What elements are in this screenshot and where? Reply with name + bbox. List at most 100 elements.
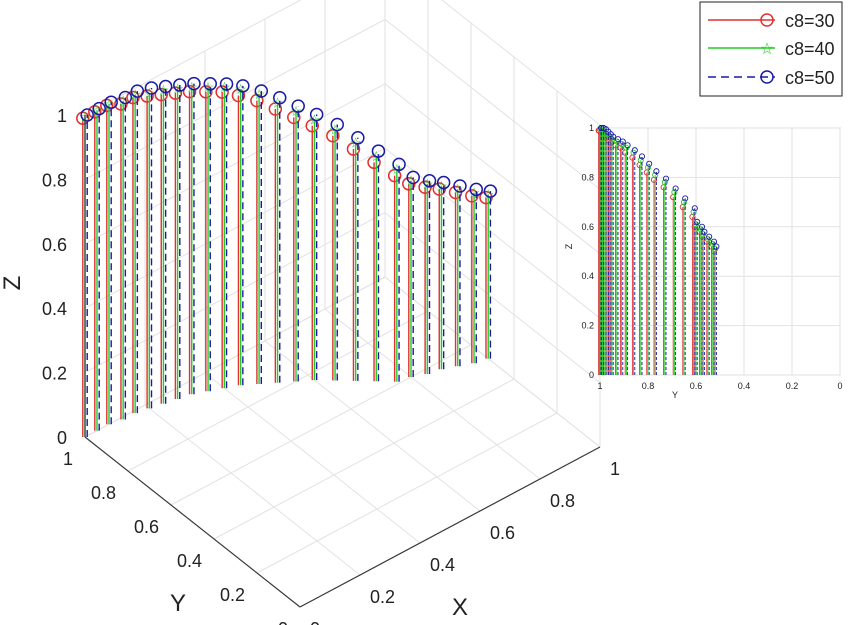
x-tick-label: 0.8 <box>550 491 575 511</box>
grid-back-z-1 <box>84 212 386 374</box>
inset-marker <box>706 233 713 240</box>
marker-star: ☆ <box>253 86 266 102</box>
marker-star: ☆ <box>202 79 215 95</box>
inset-y-tick-label: 0.6 <box>581 222 594 232</box>
legend-marker-c8-30 <box>760 13 774 27</box>
grid-floor-x-5 <box>384 276 601 448</box>
marker-circle <box>158 79 173 94</box>
marker-circle <box>130 84 145 98</box>
inset-marker <box>662 175 670 182</box>
inset-frame <box>599 127 841 376</box>
z-tick-label: 0.8 <box>42 170 67 190</box>
marker-circle <box>351 131 365 145</box>
marker-circle <box>387 168 402 183</box>
inset-series-c8=50 <box>598 124 720 375</box>
inset-marker <box>637 157 644 164</box>
y-axis-label: Y <box>170 590 186 617</box>
marker-star: ☆ <box>157 82 170 98</box>
inset-marker <box>682 195 689 202</box>
grid-side-z-5 <box>441 0 601 126</box>
y-tick-label: 1 <box>63 449 73 469</box>
x-tick-label: 0.2 <box>370 587 395 607</box>
inset-x-tick-label: 0.2 <box>786 381 799 391</box>
marker-circle <box>118 90 133 105</box>
z-axis-label: Z <box>0 276 26 291</box>
inset-marker <box>672 185 679 192</box>
y-tick-label: 0 <box>278 619 288 625</box>
marker-circle <box>215 85 229 99</box>
grid-back-z-5 <box>84 0 302 116</box>
grid-side-z-3 <box>384 83 601 255</box>
series-c8=40: ☆ ☆ ☆ ☆ ☆ ☆ ☆ ☆ ☆ ☆ ☆ ☆ ☆☆☆☆☆☆☆☆☆ ☆ ☆ ☆ ☆ ☆ <box>79 79 495 437</box>
marker-circle <box>367 155 381 170</box>
marker-circle <box>254 84 269 98</box>
inset-marker <box>710 238 718 245</box>
y-tick-label: 0.4 <box>177 551 202 571</box>
y-tick-label: 0.2 <box>220 585 245 605</box>
marker-circle <box>173 78 187 92</box>
marker-circle <box>469 182 483 197</box>
x-tick-label: 0.6 <box>490 523 515 543</box>
x-tick-label: 0.4 <box>430 555 455 575</box>
marker-circle <box>371 144 386 158</box>
marker-circle <box>453 179 467 193</box>
grid-floor-x-1 <box>144 404 361 576</box>
marker-circle <box>273 90 287 105</box>
inset-x-tick-label: 0.6 <box>690 381 703 391</box>
marker-star: ☆ <box>171 80 184 96</box>
inset-x-tick-label: 0 <box>837 381 842 391</box>
inset-marker <box>614 136 622 143</box>
marker-star: ☆ <box>468 185 481 201</box>
inset-x-tick-label: 0.8 <box>642 381 655 391</box>
inset-marker <box>638 153 646 160</box>
z-tick-label: 0 <box>57 428 67 448</box>
grid-floor-y-2 <box>213 378 515 540</box>
grid-floor-x-2 <box>204 372 421 544</box>
marker-star: ☆ <box>451 181 464 197</box>
marker-circle <box>203 77 217 91</box>
marker-circle <box>144 81 159 95</box>
z-tick-label: 0.2 <box>42 364 67 384</box>
marker-circle <box>104 95 118 109</box>
marker-circle <box>182 84 197 99</box>
inset-marker <box>631 147 638 154</box>
marker-circle <box>392 157 406 172</box>
inset-marker <box>691 205 698 212</box>
marker-circle <box>219 77 234 91</box>
marker-circle <box>199 85 213 99</box>
inset-marker <box>612 142 619 149</box>
marker-circle <box>168 86 183 100</box>
grid-floor-x-4 <box>324 308 541 480</box>
inset-y-axis-label: Z <box>564 243 574 249</box>
grid-side-z-2 <box>384 147 601 319</box>
marker-star: ☆ <box>482 186 495 202</box>
z-tick-label: 0.6 <box>42 235 67 255</box>
legend-marker-c8-50 <box>760 70 774 84</box>
inset-x-axis-label: Y <box>672 390 678 400</box>
grid-floor-x-3 <box>264 340 481 512</box>
inset-x-tick-label: 0.4 <box>738 381 751 391</box>
inset-marker <box>698 223 706 230</box>
marker-circle <box>291 99 305 113</box>
inset-marker <box>671 189 678 196</box>
marker-circle <box>305 118 319 133</box>
inset-marker <box>701 228 708 235</box>
marker-circle <box>76 111 90 125</box>
legend-label-c8-40: c8=40 <box>785 39 835 59</box>
x-axis-label: X <box>452 594 468 621</box>
inset-y-tick-label: 0 <box>589 370 594 380</box>
marker-circle <box>422 174 437 188</box>
grid-side-z-4 <box>384 19 601 190</box>
grid-back-z-2 <box>84 147 386 309</box>
series-c8=30 <box>76 84 493 437</box>
marker-circle <box>80 108 94 122</box>
legend-marker-c8-40: ☆ <box>760 41 774 58</box>
inset-marker <box>694 218 701 225</box>
grid-floor-y-5 <box>84 276 386 438</box>
inset-marker <box>646 160 653 167</box>
inset-marker <box>690 208 697 216</box>
marker-star: ☆ <box>185 79 198 95</box>
marker-star: ☆ <box>421 176 434 192</box>
z-tick-label: 0.4 <box>42 299 67 319</box>
